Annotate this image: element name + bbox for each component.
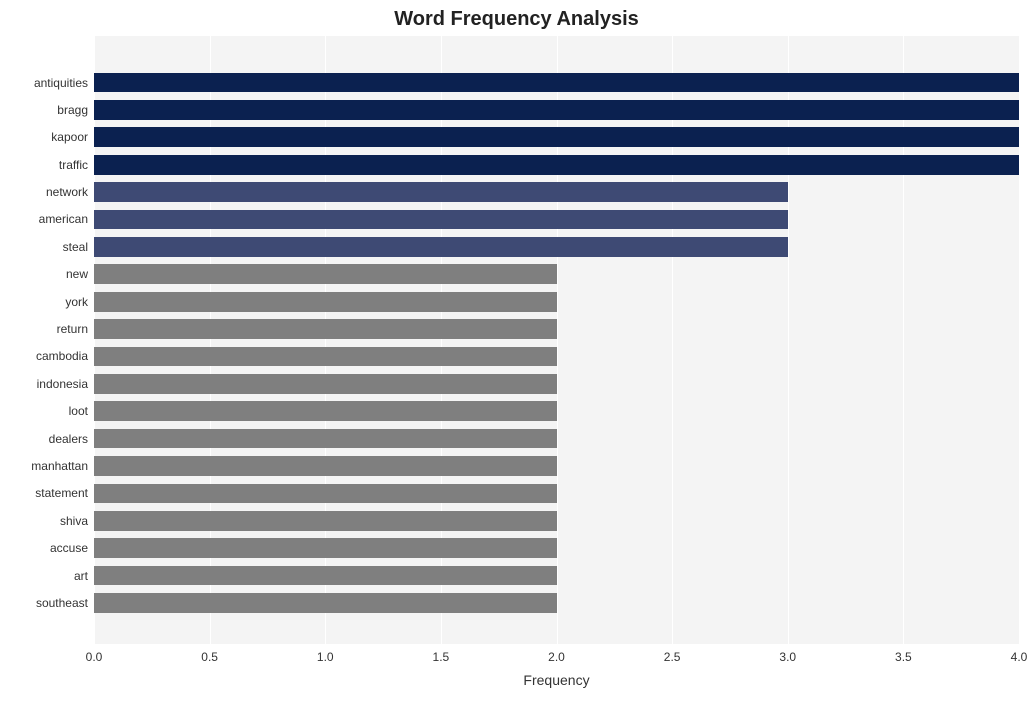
y-tick-label: loot: [69, 404, 88, 418]
y-tick-label: southeast: [36, 596, 88, 610]
bar: [94, 347, 557, 367]
bar: [94, 237, 788, 257]
x-axis-tick-labels: 0.00.51.01.52.02.53.03.54.0: [94, 650, 1019, 670]
bar: [94, 182, 788, 202]
x-tick-label: 0.5: [201, 650, 218, 664]
word-frequency-chart: Word Frequency Analysis antiquities bragg…: [0, 0, 1033, 701]
y-tick-label: antiquities: [34, 76, 88, 90]
bar: [94, 292, 557, 312]
bar: [94, 210, 788, 230]
x-axis-title: Frequency: [94, 672, 1019, 688]
bar: [94, 100, 1019, 120]
x-tick-label: 1.5: [433, 650, 450, 664]
x-tick-label: 3.5: [895, 650, 912, 664]
bar: [94, 73, 1019, 93]
bar: [94, 456, 557, 476]
bar: [94, 264, 557, 284]
y-tick-label: steal: [63, 240, 88, 254]
y-tick-label: accuse: [50, 541, 88, 555]
y-axis-labels: antiquities bragg kapoor traffic network amer…: [0, 36, 88, 644]
y-tick-label: bragg: [57, 103, 88, 117]
y-tick-label: network: [46, 185, 88, 199]
x-tick-label: 0.0: [86, 650, 103, 664]
y-tick-label: shiva: [60, 514, 88, 528]
bar: [94, 566, 557, 586]
y-tick-label: art: [74, 569, 88, 583]
x-tick-label: 1.0: [317, 650, 334, 664]
bar: [94, 401, 557, 421]
bar: [94, 155, 1019, 175]
y-tick-label: return: [57, 322, 88, 336]
bar: [94, 593, 557, 613]
y-tick-label: indonesia: [37, 377, 88, 391]
x-tick-label: 2.5: [664, 650, 681, 664]
y-tick-label: statement: [35, 486, 88, 500]
y-tick-label: american: [39, 212, 88, 226]
y-tick-label: york: [65, 295, 88, 309]
y-tick-label: new: [66, 267, 88, 281]
y-tick-label: cambodia: [36, 349, 88, 363]
y-tick-label: kapoor: [51, 130, 88, 144]
y-tick-label: dealers: [49, 432, 88, 446]
y-tick-label: manhattan: [31, 459, 88, 473]
bar: [94, 511, 557, 531]
bar: [94, 374, 557, 394]
bar: [94, 127, 1019, 147]
x-tick-label: 2.0: [548, 650, 565, 664]
plot-area: [94, 36, 1019, 644]
bar: [94, 538, 557, 558]
bar: [94, 484, 557, 504]
x-tick-label: 4.0: [1011, 650, 1028, 664]
chart-title: Word Frequency Analysis: [0, 8, 1033, 31]
bar: [94, 319, 557, 339]
x-tick-label: 3.0: [779, 650, 796, 664]
y-tick-label: traffic: [59, 158, 88, 172]
bar: [94, 429, 557, 449]
